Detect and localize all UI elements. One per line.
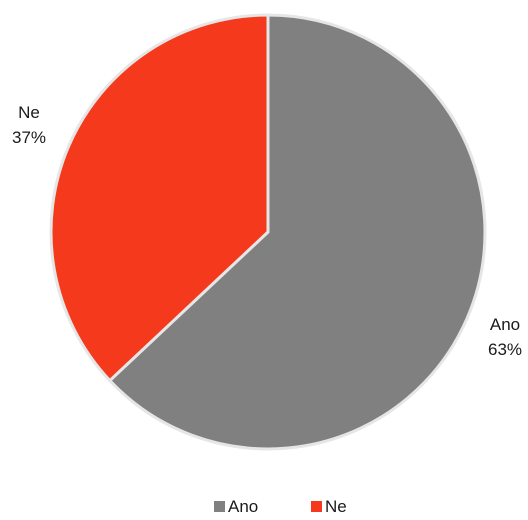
- legend-swatch-ne: [311, 501, 322, 512]
- legend-label-ne: Ne: [325, 497, 347, 516]
- legend-label-ano: Ano: [228, 497, 258, 516]
- legend: Ano Ne: [214, 497, 347, 516]
- pie-slice-ne: [49, 13, 270, 383]
- data-label-value-ne: 37%: [12, 128, 46, 147]
- legend-swatch-ano: [214, 501, 225, 512]
- pie-slice-ano: [108, 13, 487, 451]
- data-labels: Ano 63% Ne 37%: [12, 103, 522, 359]
- data-label-value-ano: 63%: [488, 340, 522, 359]
- data-label-category-ne: Ne: [18, 103, 40, 122]
- data-label-category-ano: Ano: [490, 315, 520, 334]
- pie-slices: [49, 13, 487, 451]
